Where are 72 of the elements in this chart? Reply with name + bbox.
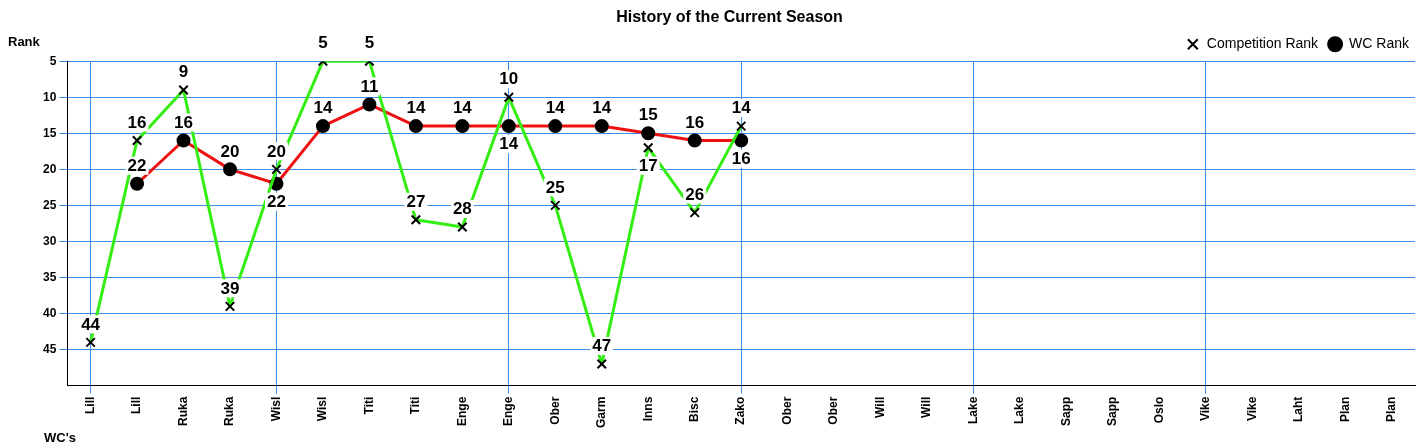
data-label: 14 — [731, 98, 752, 118]
x-tick-label: Plan — [1384, 396, 1399, 422]
legend-label: WC Rank — [1349, 35, 1410, 52]
data-label: 39 — [220, 278, 240, 298]
x-tick-label: Will — [872, 396, 887, 418]
x-tick-label: Laht — [1291, 396, 1306, 422]
x-tick-label: Lill — [82, 396, 97, 414]
y-tick-label: 25 — [42, 197, 57, 212]
data-label: 10 — [499, 69, 519, 89]
x-tick-label: Lill — [129, 396, 144, 414]
data-label: 44 — [81, 314, 101, 334]
data-label: 14 — [406, 98, 426, 118]
data-label: 16 — [731, 148, 751, 168]
x-tick-label: Titi — [408, 396, 423, 415]
data-label: 16 — [127, 112, 147, 132]
y-tick-label: 10 — [42, 89, 57, 104]
x-tick-label: Sapp — [1058, 396, 1073, 426]
data-label: 15 — [638, 105, 658, 125]
x-tick-label: Wisl — [315, 396, 330, 422]
x-tick-label: Ober — [547, 396, 562, 425]
data-label: 14 — [592, 98, 612, 118]
x-tick-label: Sapp — [1105, 396, 1120, 426]
data-label: 20 — [220, 141, 240, 161]
x-tick-label: Zako — [733, 396, 748, 425]
y-tick-label: 30 — [42, 233, 57, 248]
x-tick-label: Plan — [1337, 396, 1352, 422]
y-tick-label: 15 — [42, 125, 57, 140]
data-label: 22 — [127, 155, 147, 175]
data-label: 22 — [267, 191, 286, 211]
y-tick-label: 40 — [42, 305, 57, 320]
data-label: 14 — [452, 98, 473, 118]
data-label: 5 — [364, 33, 375, 53]
x-tick-label: Lake — [965, 396, 980, 425]
x-tick-label: Garm — [594, 396, 609, 429]
data-label: 5 — [318, 33, 328, 53]
x-tick-label: Ober — [826, 396, 841, 425]
data-label: 9 — [178, 62, 189, 82]
x-tick-label: Bisc — [687, 396, 702, 423]
data-label: 14 — [499, 134, 519, 154]
x-tick-label: Wisl — [268, 396, 283, 422]
legend-label: Competition Rank — [1206, 35, 1320, 52]
data-label: 14 — [313, 98, 333, 118]
data-label: 16 — [174, 112, 193, 132]
x-tick-label: Enge — [501, 396, 516, 426]
data-label: 14 — [545, 98, 566, 118]
x-tick-label: Vike — [1198, 396, 1213, 422]
x-tick-label: Ruka — [222, 396, 237, 426]
y-tick-label: 5 — [49, 53, 57, 68]
x-tick-label: Oslo — [1151, 396, 1166, 424]
x-axis-title: WC's — [44, 430, 76, 446]
y-tick-label: 20 — [42, 161, 57, 176]
x-tick-label: Lake — [1012, 396, 1027, 425]
x-tick-label: Will — [919, 396, 934, 418]
y-tick-label: 45 — [42, 341, 57, 356]
y-axis-title: Rank — [8, 34, 41, 50]
data-label: 20 — [267, 141, 286, 161]
data-label: 25 — [545, 177, 565, 197]
x-tick-label: Vike — [1244, 396, 1259, 422]
x-tick-label: Inns — [640, 396, 655, 422]
x-tick-label: Titi — [361, 396, 376, 415]
data-label: 16 — [685, 112, 705, 132]
x-tick-label: Ober — [779, 396, 794, 425]
x-tick-label: Ruka — [175, 396, 190, 426]
data-label: 11 — [360, 76, 379, 96]
data-label: 47 — [592, 336, 612, 356]
data-label: 27 — [406, 192, 426, 212]
data-label: 28 — [452, 199, 472, 219]
chart-title: History of the Current Season — [616, 8, 843, 26]
data-label: 17 — [638, 155, 658, 175]
data-label: 26 — [685, 184, 705, 204]
y-tick-label: 35 — [42, 269, 57, 284]
x-tick-label: Enge — [454, 396, 469, 426]
